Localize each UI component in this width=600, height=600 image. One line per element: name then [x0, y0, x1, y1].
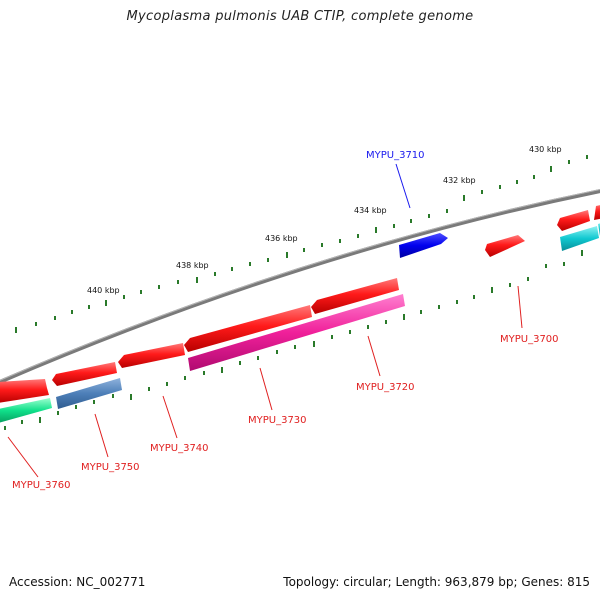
tick-label-430kbp: 430 kbp — [529, 145, 562, 154]
gene-label-mypu-3740[interactable]: MYPU_3740 — [150, 443, 209, 454]
genome-summary-text: Topology: circular; Length: 963,879 bp; … — [283, 575, 590, 589]
tick-label-436kbp: 436 kbp — [265, 234, 298, 243]
gene-arrow[interactable] — [0, 379, 49, 403]
gene-label-mypu-3730[interactable]: MYPU_3730 — [248, 415, 307, 426]
gene-label-mypu-3720[interactable]: MYPU_3720 — [356, 382, 415, 393]
tick-label-434kbp: 434 kbp — [354, 206, 387, 215]
gene-label-mypu-3710[interactable]: MYPU_3710 — [366, 150, 425, 161]
leader-mypu-3750 — [94, 413, 109, 458]
leader-mypu-3720 — [367, 335, 381, 377]
gene-arrow[interactable] — [560, 226, 599, 251]
gene-arrow[interactable] — [52, 362, 117, 386]
genome-backbone-highlight — [0, 189, 600, 381]
leader-mypu-3710 — [395, 163, 411, 209]
leader-mypu-3730 — [259, 367, 273, 411]
gene-arrow-mypu-3710[interactable] — [399, 233, 448, 258]
gene-arrow[interactable] — [56, 378, 122, 409]
outer-scale-ticks — [15, 155, 588, 333]
leader-mypu-3740 — [162, 395, 178, 439]
gene-arrow[interactable] — [311, 278, 399, 314]
gene-track-lower — [0, 223, 600, 423]
gene-label-mypu-3760[interactable]: MYPU_3760 — [12, 480, 71, 491]
tick-label-438kbp: 438 kbp — [176, 261, 209, 270]
gene-label-mypu-3700[interactable]: MYPU_3700 — [500, 334, 559, 345]
gene-arrow[interactable] — [0, 398, 52, 423]
genome-backbone — [0, 188, 600, 385]
inner-scale-ticks — [4, 250, 583, 430]
map-title: Mycoplasma pulmonis UAB CTIP, complete g… — [126, 9, 474, 24]
label-leaders — [7, 163, 523, 478]
tick-label-432kbp: 432 kbp — [443, 176, 476, 185]
gene-arrow[interactable] — [184, 305, 312, 352]
gene-arrow[interactable] — [188, 294, 405, 371]
leader-mypu-3760 — [7, 436, 39, 478]
gene-arrow[interactable] — [118, 343, 185, 368]
gene-track-upper — [0, 204, 600, 403]
gene-arrow[interactable] — [557, 210, 590, 231]
accession-text: Accession: NC_002771 — [9, 575, 146, 589]
tick-label-440kbp: 440 kbp — [87, 286, 120, 295]
gene-arrow[interactable] — [594, 204, 600, 220]
gene-arrow[interactable] — [485, 235, 525, 257]
gene-label-mypu-3750[interactable]: MYPU_3750 — [81, 462, 140, 473]
leader-mypu-3700 — [517, 285, 523, 329]
